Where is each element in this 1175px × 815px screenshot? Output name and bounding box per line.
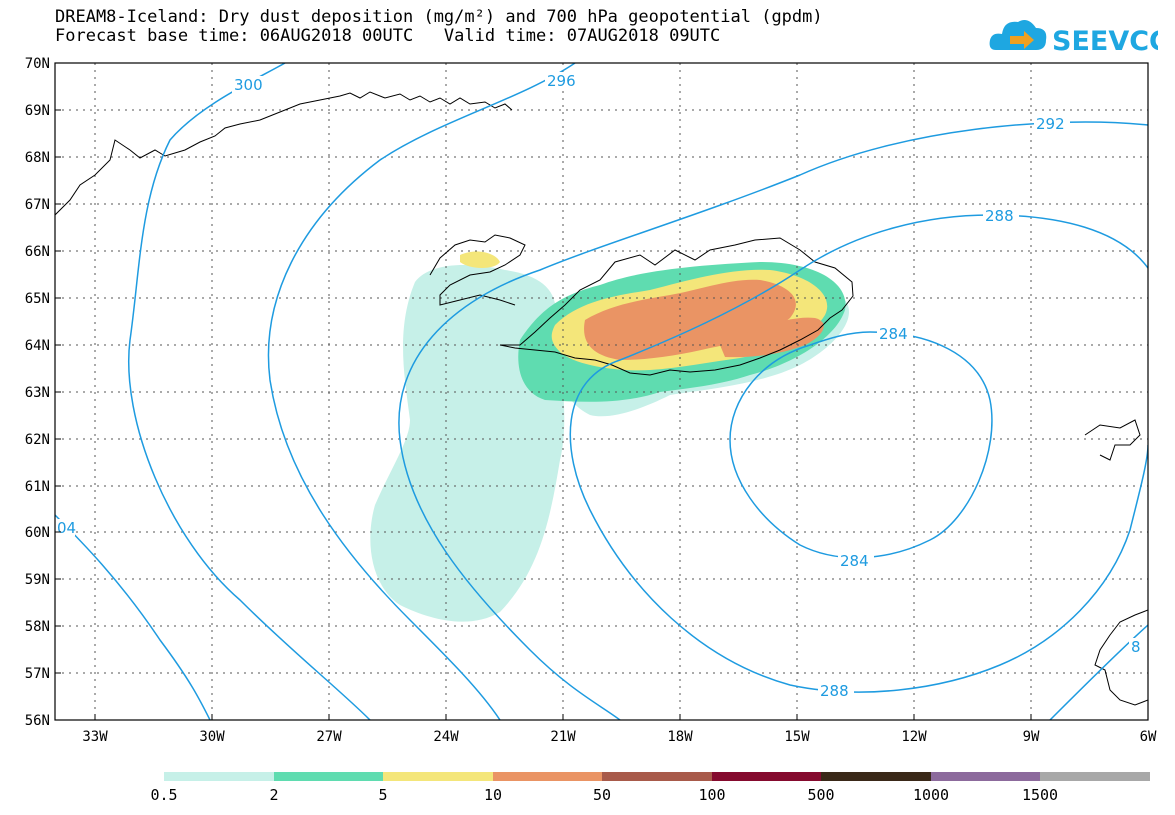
contour-284 bbox=[729, 331, 993, 559]
lon-label: 27W bbox=[316, 729, 342, 745]
legend-swatch bbox=[383, 772, 493, 781]
coastlines bbox=[55, 91, 1148, 706]
legend-label: 0.5 bbox=[150, 786, 178, 804]
geopotential-contours bbox=[55, 63, 1148, 720]
dust-0.5-area bbox=[370, 265, 565, 622]
contour-label: 284 bbox=[840, 552, 869, 570]
legend-label: 5 bbox=[378, 786, 388, 804]
lon-label: 15W bbox=[784, 729, 810, 745]
lon-label: 21W bbox=[550, 729, 576, 745]
lat-label: 58N bbox=[25, 619, 50, 635]
contour-label: 284 bbox=[879, 325, 908, 343]
dust-10-area bbox=[720, 317, 824, 358]
legend-label: 1000 bbox=[912, 786, 950, 804]
lon-label: 6W bbox=[1140, 729, 1157, 745]
legend-swatch bbox=[274, 772, 383, 781]
contour-label: 288 bbox=[985, 207, 1014, 225]
westfjords-coast bbox=[429, 234, 526, 306]
contour-296 bbox=[267, 63, 576, 720]
lat-label: 66N bbox=[25, 244, 50, 260]
tick-marks bbox=[55, 62, 1032, 720]
contour-label: 292 bbox=[1036, 115, 1065, 133]
lat-label: 57N bbox=[25, 666, 50, 682]
contour-label: 296 bbox=[547, 72, 576, 90]
logo-text: SEEVCCC bbox=[1052, 26, 1158, 57]
graticule bbox=[55, 63, 1148, 720]
legend-swatch bbox=[931, 772, 1040, 781]
scotland-coast bbox=[1094, 609, 1148, 706]
contour-label: 04 bbox=[57, 519, 76, 537]
legend-label: 1500 bbox=[1021, 786, 1059, 804]
legend-swatch bbox=[493, 772, 602, 781]
lon-label: 9W bbox=[1023, 729, 1040, 745]
contour-292 bbox=[398, 121, 1148, 720]
legend-swatch bbox=[164, 772, 274, 781]
faroe-islands bbox=[1084, 419, 1141, 461]
forecast-times: Forecast base time: 06AUG2018 00UTC Vali… bbox=[55, 26, 721, 46]
legend-swatch bbox=[712, 772, 821, 781]
contour-288 bbox=[569, 214, 1148, 693]
lat-label: 61N bbox=[25, 479, 50, 495]
dust-5-area bbox=[460, 251, 500, 268]
longitude-labels: 33W 30W 27W 24W 21W 18W 15W 12W 9W 6W bbox=[82, 729, 1157, 745]
lat-label: 63N bbox=[25, 385, 50, 401]
lat-label: 62N bbox=[25, 432, 50, 448]
lat-label: 60N bbox=[25, 525, 50, 541]
legend-label: 2 bbox=[269, 786, 279, 804]
greenland-coast bbox=[55, 91, 513, 216]
contour-304 bbox=[55, 514, 211, 720]
legend-swatch bbox=[821, 772, 931, 781]
lon-label: 30W bbox=[199, 729, 225, 745]
lat-label: 70N bbox=[25, 56, 50, 72]
seevccc-logo: SEEVCCC bbox=[989, 20, 1158, 57]
contour-label: 300 bbox=[234, 76, 263, 94]
cloud-arrow-icon bbox=[989, 20, 1047, 50]
iceland-coast bbox=[499, 237, 854, 376]
dust-deposition-field bbox=[370, 251, 849, 622]
map-title: DREAM8-Iceland: Dry dust deposition (mg/… bbox=[55, 7, 823, 27]
contour-300 bbox=[128, 63, 371, 720]
legend-swatch bbox=[1040, 772, 1150, 781]
lon-label: 18W bbox=[667, 729, 693, 745]
contour-label: 8 bbox=[1131, 638, 1141, 656]
lat-label: 56N bbox=[25, 713, 50, 729]
legend-label: 10 bbox=[483, 786, 503, 804]
lat-label: 65N bbox=[25, 291, 50, 307]
lat-label: 64N bbox=[25, 338, 50, 354]
lat-label: 67N bbox=[25, 197, 50, 213]
lat-label: 68N bbox=[25, 150, 50, 166]
lon-label: 24W bbox=[433, 729, 459, 745]
lon-label: 12W bbox=[901, 729, 927, 745]
legend-swatch bbox=[602, 772, 712, 781]
lon-label: 33W bbox=[82, 729, 108, 745]
contour-label: 288 bbox=[820, 682, 849, 700]
lat-label: 69N bbox=[25, 103, 50, 119]
latitude-labels: 70N 69N 68N 67N 66N 65N 64N 63N 62N 61N … bbox=[25, 56, 50, 729]
legend-label: 50 bbox=[592, 786, 612, 804]
color-legend-bar bbox=[164, 772, 1150, 781]
contour-labels: 300 296 292 288 284 284 288 04 8 bbox=[55, 72, 1143, 700]
lat-label: 59N bbox=[25, 572, 50, 588]
legend-label: 100 bbox=[698, 786, 726, 804]
legend-label: 500 bbox=[807, 786, 835, 804]
contour-288-east bbox=[1049, 624, 1148, 720]
